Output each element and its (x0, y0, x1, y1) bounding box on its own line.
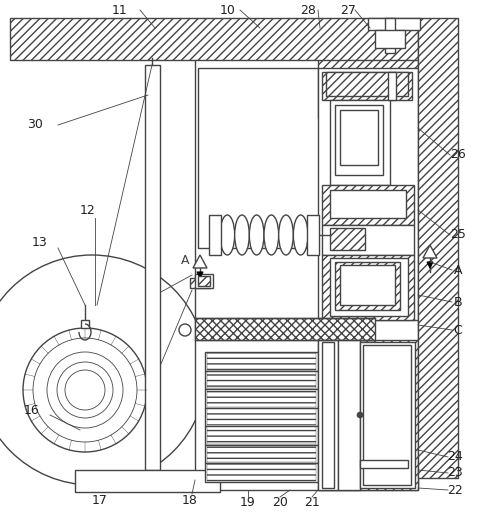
Text: 20: 20 (272, 495, 288, 509)
Circle shape (179, 324, 191, 336)
Bar (330, 258, 408, 316)
Bar (205, 352, 318, 370)
Bar (338, 340, 360, 490)
Bar (205, 408, 318, 426)
Bar (198, 68, 320, 248)
Bar (385, 18, 395, 53)
Bar (360, 342, 415, 488)
Bar (322, 72, 412, 100)
Text: 18: 18 (182, 493, 198, 506)
Bar (318, 340, 338, 490)
Ellipse shape (235, 215, 250, 255)
Bar (75, 470, 220, 492)
Bar (375, 30, 405, 48)
Text: 30: 30 (27, 119, 43, 132)
Bar (318, 68, 418, 320)
Text: 16: 16 (24, 404, 40, 416)
Bar (209, 215, 221, 255)
Bar (205, 370, 318, 389)
Circle shape (0, 255, 207, 485)
Bar (322, 185, 414, 225)
Bar (360, 460, 408, 468)
Bar (307, 215, 319, 255)
Text: A: A (454, 264, 462, 277)
Text: 21: 21 (304, 495, 320, 509)
Text: 11: 11 (112, 4, 128, 16)
Text: 27: 27 (340, 4, 356, 16)
Bar (418, 18, 458, 478)
Circle shape (23, 328, 147, 452)
Bar (207, 409, 316, 425)
Bar (322, 225, 414, 255)
Bar (207, 372, 316, 388)
Circle shape (357, 412, 363, 418)
Bar (81, 320, 89, 328)
Bar (318, 340, 418, 490)
Text: 13: 13 (32, 236, 48, 249)
Bar (198, 276, 210, 286)
Bar (340, 110, 378, 165)
Circle shape (57, 362, 113, 418)
Bar (322, 342, 334, 488)
Ellipse shape (250, 215, 264, 255)
Text: 10: 10 (220, 4, 236, 16)
Text: B: B (454, 296, 462, 308)
Bar (207, 353, 316, 369)
Bar (363, 345, 411, 485)
Text: 26: 26 (450, 149, 466, 161)
Bar (205, 463, 318, 482)
Bar (207, 390, 316, 407)
Ellipse shape (279, 215, 293, 255)
Bar (10, 18, 418, 60)
Text: 22: 22 (447, 483, 463, 496)
Text: C: C (454, 324, 462, 337)
Bar (205, 445, 318, 463)
Bar (330, 228, 365, 250)
Text: 12: 12 (80, 203, 96, 217)
Polygon shape (423, 245, 437, 258)
Bar (330, 190, 406, 218)
Bar (207, 427, 316, 444)
Bar (335, 105, 383, 175)
Bar (190, 278, 210, 288)
Ellipse shape (293, 215, 308, 255)
Bar (388, 72, 396, 100)
Text: 25: 25 (450, 229, 466, 241)
Bar (330, 100, 390, 185)
Bar (322, 255, 414, 320)
Ellipse shape (264, 215, 279, 255)
Text: 24: 24 (447, 451, 463, 464)
Bar (207, 464, 316, 481)
Text: 28: 28 (300, 4, 316, 16)
Text: 17: 17 (92, 493, 108, 506)
Bar (195, 274, 213, 288)
Bar (368, 18, 420, 30)
Circle shape (65, 370, 105, 410)
Text: A: A (181, 253, 189, 267)
Bar (335, 262, 400, 310)
Circle shape (33, 338, 137, 442)
Ellipse shape (220, 215, 235, 255)
Text: 19: 19 (240, 495, 256, 509)
Bar (318, 58, 418, 118)
Bar (326, 72, 408, 96)
Circle shape (47, 352, 123, 428)
Text: 23: 23 (447, 466, 463, 480)
Bar (207, 446, 316, 462)
Bar (145, 65, 160, 470)
Bar (195, 318, 375, 340)
Bar (340, 265, 395, 305)
Bar (205, 389, 318, 408)
Bar (205, 426, 318, 445)
Polygon shape (193, 255, 207, 268)
Bar (195, 58, 418, 490)
